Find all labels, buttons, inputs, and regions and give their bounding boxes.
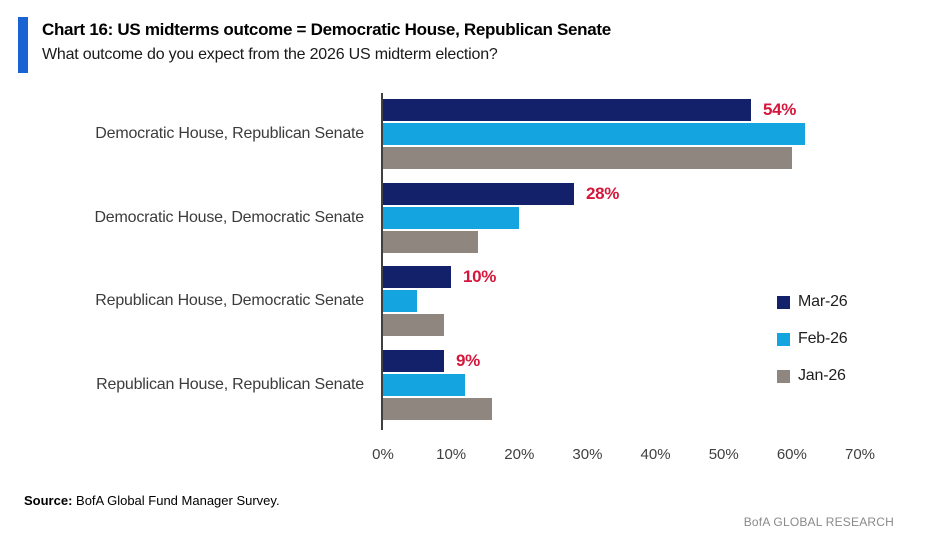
- legend-swatch-icon: [777, 369, 790, 383]
- data-label: 10%: [463, 267, 497, 286]
- source-note: Source: BofA Global Fund Manager Survey.: [24, 493, 280, 508]
- chart-title: Chart 16: US midterms outcome = Democrat…: [42, 20, 611, 39]
- title-accent-bar: [18, 17, 28, 73]
- bar-mar-26: [383, 99, 751, 121]
- category-label: Democratic House, Republican Senate: [95, 125, 364, 142]
- x-axis-tick: 30%: [572, 446, 603, 463]
- data-label: 54%: [763, 100, 797, 119]
- bar-jan-26: [383, 231, 478, 253]
- chart-subtitle: What outcome do you expect from the 2026…: [42, 46, 498, 63]
- legend-label: Mar-26: [798, 293, 848, 310]
- data-label: 28%: [586, 184, 620, 203]
- category-label: Democratic House, Democratic Senate: [94, 209, 364, 226]
- bar-feb-26: [383, 207, 519, 229]
- category-label: Republican House, Republican Senate: [96, 376, 364, 393]
- bar-mar-26: [383, 350, 444, 372]
- bar-jan-26: [383, 398, 492, 420]
- x-axis-tick: 10%: [436, 446, 467, 463]
- bar-mar-26: [383, 266, 451, 288]
- legend-label: Feb-26: [798, 330, 848, 347]
- x-axis-tick: 70%: [844, 446, 876, 463]
- bar-jan-26: [383, 147, 792, 169]
- bar-feb-26: [383, 290, 417, 312]
- y-axis-line: [381, 93, 383, 430]
- legend-item-feb-26: Feb-26: [777, 329, 848, 349]
- bar-jan-26: [383, 314, 444, 336]
- data-label: 9%: [456, 351, 480, 370]
- x-axis-tick: 20%: [504, 446, 535, 463]
- plot-area: 54% 28% 10% 9%: [381, 93, 860, 433]
- bar-mar-26: [383, 183, 574, 205]
- legend-swatch-icon: [777, 295, 790, 309]
- category-label: Republican House, Democratic Senate: [95, 292, 364, 309]
- brand-label: BofA GLOBAL RESEARCH: [743, 515, 894, 529]
- source-text: BofA Global Fund Manager Survey.: [72, 493, 280, 508]
- x-axis-tick: 0%: [372, 446, 394, 463]
- x-axis-tick: 60%: [776, 446, 807, 463]
- legend-swatch-icon: [777, 332, 790, 346]
- legend-item-jan-26: Jan-26: [777, 366, 846, 386]
- x-axis-tick: 50%: [708, 446, 739, 463]
- legend-label: Jan-26: [798, 367, 846, 384]
- legend-item-mar-26: Mar-26: [777, 292, 848, 312]
- source-label: Source:: [24, 493, 73, 508]
- bar-feb-26: [383, 374, 465, 396]
- x-axis-tick: 40%: [640, 446, 671, 463]
- bar-feb-26: [383, 123, 805, 145]
